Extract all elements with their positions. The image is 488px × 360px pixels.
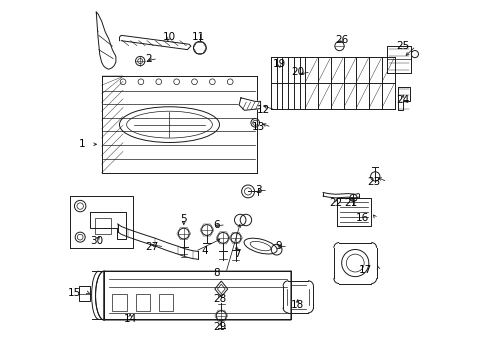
- Text: 30: 30: [89, 236, 102, 246]
- Text: 23: 23: [367, 177, 380, 187]
- Bar: [112, 294, 126, 311]
- Text: 17: 17: [358, 265, 372, 275]
- Text: 13: 13: [251, 122, 264, 132]
- Text: 20: 20: [291, 67, 304, 77]
- Text: 16: 16: [356, 213, 369, 223]
- Text: 2: 2: [145, 54, 151, 64]
- Text: 4: 4: [201, 247, 208, 256]
- Text: 21: 21: [344, 198, 357, 208]
- Text: 6: 6: [212, 220, 219, 230]
- Bar: [135, 294, 149, 311]
- Polygon shape: [239, 98, 260, 111]
- Text: 29: 29: [213, 322, 226, 332]
- Bar: [159, 294, 173, 311]
- Text: 7: 7: [234, 249, 240, 259]
- Text: 3: 3: [255, 185, 261, 195]
- Text: 1: 1: [79, 139, 85, 149]
- Text: 22: 22: [328, 198, 342, 208]
- Text: 26: 26: [334, 35, 347, 45]
- Text: 8: 8: [212, 268, 219, 278]
- Bar: [95, 218, 111, 234]
- Text: 24: 24: [395, 95, 408, 105]
- Text: 18: 18: [290, 300, 304, 310]
- Text: 14: 14: [123, 314, 137, 324]
- Text: 10: 10: [163, 32, 176, 42]
- Text: 9: 9: [274, 241, 281, 251]
- Text: 27: 27: [144, 242, 158, 252]
- Text: 28: 28: [213, 294, 226, 303]
- Text: 15: 15: [67, 288, 81, 297]
- Text: 25: 25: [395, 41, 408, 51]
- Text: 12: 12: [257, 105, 270, 115]
- Text: 11: 11: [191, 32, 204, 42]
- Polygon shape: [397, 87, 408, 111]
- Bar: [80, 287, 90, 301]
- Text: 5: 5: [180, 214, 187, 224]
- Polygon shape: [119, 35, 190, 50]
- Text: 19: 19: [272, 59, 285, 69]
